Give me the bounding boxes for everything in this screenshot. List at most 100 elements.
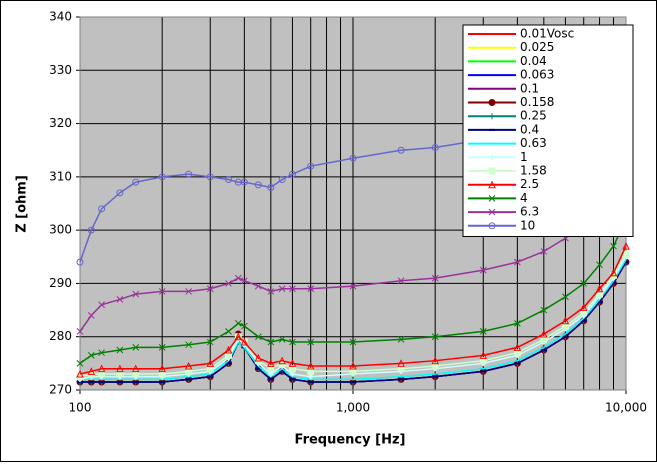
marker [224,345,233,354]
marker [622,242,630,250]
marker [158,364,166,373]
marker [561,316,570,325]
marker [349,282,357,290]
x-axis-title: Frequency [Hz] [295,433,406,448]
marker [206,359,215,367]
marker [267,371,274,378]
marker [116,189,124,197]
legend-marker [488,167,496,175]
marker [514,258,521,266]
marker [278,336,286,343]
x-tick-label: 1,000 [336,401,370,415]
marker [98,349,105,357]
marker [397,277,405,285]
marker [540,329,548,338]
marker [289,371,296,378]
marker [397,359,405,367]
marker [306,361,315,370]
legend-label: 6.3 [520,205,539,219]
marker [184,361,193,370]
marker [254,333,262,341]
x-tick-label: 100 [69,401,92,415]
marker [349,361,357,370]
legend-label: 0.01Vosc [520,27,574,41]
marker [289,285,296,293]
marker [580,309,588,317]
marker [349,154,357,162]
legend-label: 0.25 [520,109,547,123]
marker [225,351,233,359]
y-tick-label: 300 [49,223,72,237]
marker [540,335,548,343]
marker [98,205,106,213]
marker [397,146,405,154]
marker [131,364,140,373]
marker [267,288,275,295]
y-tick-label: 330 [49,63,72,77]
marker [234,332,243,341]
marker [76,369,84,378]
marker [479,357,487,365]
legend-marker [488,99,496,106]
marker [397,365,405,373]
marker [278,356,286,365]
marker [87,367,96,375]
marker [185,170,193,178]
marker [158,288,166,295]
marker [185,288,192,295]
legend-label: 0.063 [520,68,554,82]
legend-label: 2.5 [520,177,539,191]
marker [206,365,214,373]
marker [132,178,140,186]
marker [562,293,569,301]
legend-label: 0.1 [520,81,539,95]
y-tick-label: 290 [49,276,72,290]
marker [595,284,604,293]
y-tick-label: 270 [49,383,72,397]
marker [116,370,124,378]
marker [431,362,439,370]
marker [98,301,105,309]
marker [76,328,84,335]
legend-marker [488,208,496,216]
marker [514,320,521,327]
marker [158,173,166,181]
marker [87,312,95,319]
legend-label: 0.4 [520,122,539,136]
marker [240,178,248,186]
y-tick-label: 340 [49,10,72,24]
marker [307,373,314,380]
marker [185,341,192,349]
marker [610,242,617,250]
marker [288,170,296,178]
marker [158,344,166,351]
marker [116,296,124,303]
marker [513,349,521,357]
marker [397,336,405,343]
legend-marker [488,222,496,230]
marker [132,290,140,298]
marker [596,261,603,269]
marker [76,258,84,266]
marker [431,356,439,365]
series-line [79,245,627,375]
marker [225,176,233,184]
marker [561,322,569,330]
marker [267,359,275,367]
marker [349,367,357,375]
x-tick-label: 10,000 [605,401,647,415]
marker [307,338,315,346]
marker [513,343,522,351]
marker [234,274,242,282]
legend-label: 0.158 [520,95,554,109]
marker [431,144,439,152]
marker [479,328,487,335]
legend-label: 0.025 [520,40,554,54]
marker [609,268,618,277]
marker [225,328,232,335]
marker [132,344,140,351]
marker [116,364,124,373]
legend-label: 10 [520,218,535,232]
marker [431,333,439,341]
legend-label: 0.63 [520,136,547,150]
